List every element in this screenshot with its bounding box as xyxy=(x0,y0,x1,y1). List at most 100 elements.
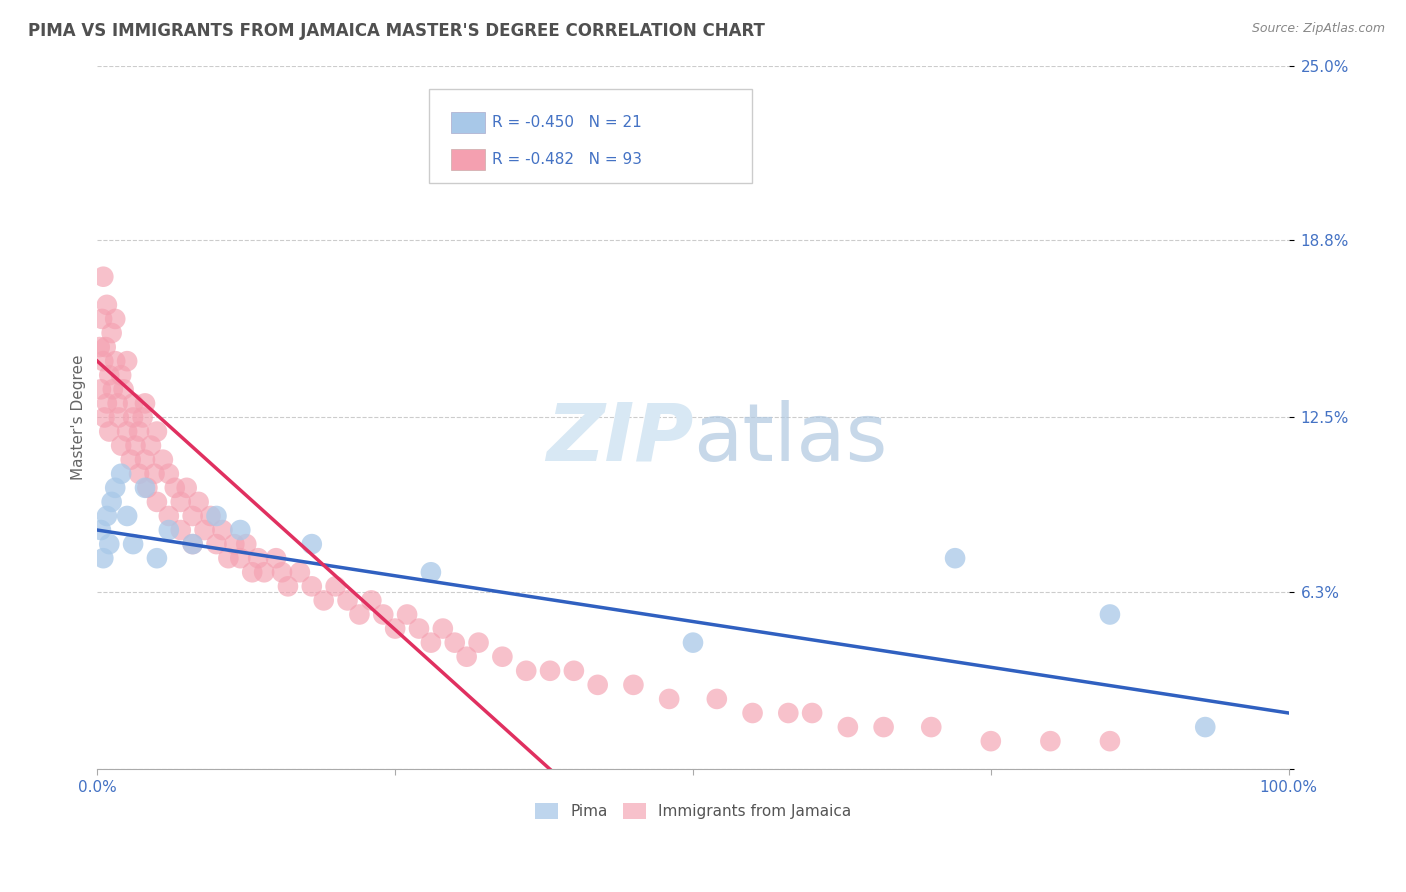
Point xyxy=(96,508,118,523)
Point xyxy=(107,410,129,425)
Point xyxy=(122,396,145,410)
Point xyxy=(301,579,323,593)
Point xyxy=(128,467,150,481)
Point xyxy=(396,607,419,622)
Point xyxy=(170,495,193,509)
Point xyxy=(419,566,441,580)
Point xyxy=(131,410,153,425)
Point xyxy=(1039,734,1062,748)
Point xyxy=(224,537,246,551)
Point xyxy=(682,635,704,649)
Point xyxy=(115,425,138,439)
Point xyxy=(360,593,382,607)
Point xyxy=(325,579,347,593)
Point xyxy=(91,312,114,326)
Legend: Pima, Immigrants from Jamaica: Pima, Immigrants from Jamaica xyxy=(529,797,858,825)
Point xyxy=(1098,734,1121,748)
Text: PIMA VS IMMIGRANTS FROM JAMAICA MASTER'S DEGREE CORRELATION CHART: PIMA VS IMMIGRANTS FROM JAMAICA MASTER'S… xyxy=(28,22,765,40)
Point xyxy=(115,354,138,368)
Point xyxy=(98,425,121,439)
Point xyxy=(91,354,114,368)
Point xyxy=(837,720,859,734)
Point xyxy=(128,425,150,439)
Point xyxy=(91,551,114,566)
Y-axis label: Master's Degree: Master's Degree xyxy=(72,355,86,480)
Point xyxy=(229,523,252,537)
Point xyxy=(90,382,112,396)
Point xyxy=(152,452,174,467)
Point xyxy=(408,622,430,636)
Point xyxy=(98,368,121,383)
Point xyxy=(187,495,209,509)
Point xyxy=(217,551,239,566)
Point xyxy=(146,495,169,509)
Point xyxy=(253,566,276,580)
Point xyxy=(801,706,824,720)
Point xyxy=(146,551,169,566)
Point xyxy=(623,678,645,692)
Point xyxy=(134,452,156,467)
Point xyxy=(176,481,198,495)
Point xyxy=(112,382,135,396)
Point xyxy=(100,326,122,340)
Point xyxy=(240,566,263,580)
Point xyxy=(312,593,335,607)
Point xyxy=(89,340,111,354)
Point xyxy=(264,551,287,566)
Point xyxy=(515,664,537,678)
Point xyxy=(90,523,112,537)
Point xyxy=(157,523,180,537)
Point xyxy=(943,551,966,566)
Point xyxy=(1098,607,1121,622)
Point xyxy=(91,269,114,284)
Point xyxy=(136,481,159,495)
Point xyxy=(134,396,156,410)
Point xyxy=(980,734,1002,748)
Point xyxy=(181,537,204,551)
Point xyxy=(432,622,454,636)
Point xyxy=(157,508,180,523)
Point xyxy=(120,452,142,467)
Point xyxy=(122,537,145,551)
Point xyxy=(94,340,117,354)
Point xyxy=(104,481,127,495)
Point xyxy=(170,523,193,537)
Point xyxy=(349,607,371,622)
Point xyxy=(200,508,222,523)
Point xyxy=(778,706,800,720)
Point xyxy=(872,720,894,734)
Text: R = -0.482   N = 93: R = -0.482 N = 93 xyxy=(492,153,643,167)
Point xyxy=(562,664,585,678)
Point xyxy=(181,537,204,551)
Point xyxy=(1194,720,1216,734)
Point xyxy=(139,439,162,453)
Point xyxy=(104,312,127,326)
Point xyxy=(98,537,121,551)
Point xyxy=(205,508,228,523)
Point xyxy=(157,467,180,481)
Point xyxy=(134,481,156,495)
Point xyxy=(122,410,145,425)
Point xyxy=(491,649,513,664)
Point xyxy=(229,551,252,566)
Point xyxy=(96,396,118,410)
Point xyxy=(384,622,406,636)
Point xyxy=(110,368,132,383)
Point xyxy=(277,579,299,593)
Point xyxy=(96,298,118,312)
Point xyxy=(706,692,728,706)
Point xyxy=(271,566,294,580)
Point xyxy=(124,439,146,453)
Point xyxy=(146,425,169,439)
Point xyxy=(181,508,204,523)
Text: ZIP: ZIP xyxy=(546,400,693,477)
Point xyxy=(211,523,233,537)
Point xyxy=(205,537,228,551)
Text: Source: ZipAtlas.com: Source: ZipAtlas.com xyxy=(1251,22,1385,36)
Point xyxy=(419,635,441,649)
Point xyxy=(107,396,129,410)
Text: atlas: atlas xyxy=(693,400,887,477)
Point xyxy=(235,537,257,551)
Point xyxy=(101,382,124,396)
Point xyxy=(920,720,942,734)
